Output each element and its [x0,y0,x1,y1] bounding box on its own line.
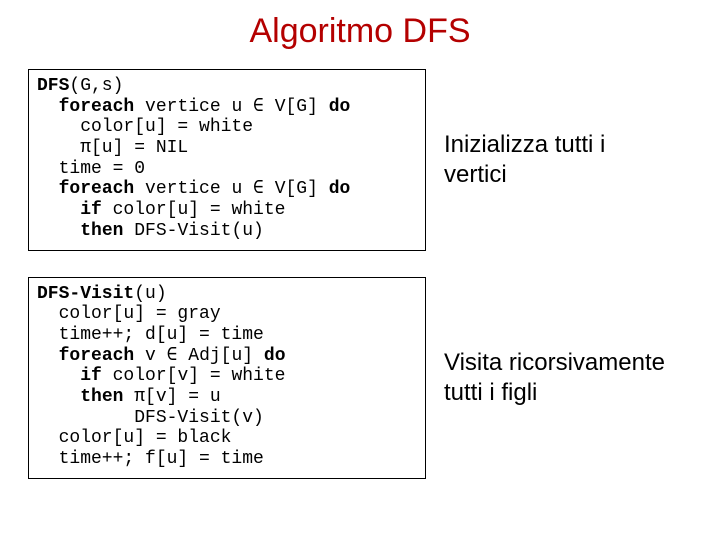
code-text: DFS-Visit(u) [123,221,263,241]
code-text: time = 0 [37,159,145,179]
code-text: time++; d[u] = time [37,325,264,345]
code-text [37,97,59,117]
code-box-dfs: DFS(G,s) foreach vertice u ∈ V[G] do col… [28,69,426,251]
code-text [37,387,80,407]
code-text: time++; f[u] = time [37,449,264,469]
code-head: DFS [37,76,69,96]
annotation-init: Inizializza tutti i vertici [426,69,666,251]
code-text [37,366,80,386]
code-keyword: do [264,346,286,366]
code-keyword: then [80,221,123,241]
code-box-dfs-visit: DFS-Visit(u) color[u] = gray time++; d[u… [28,277,426,479]
code-text [37,346,59,366]
code-text: color[u] = black [37,428,231,448]
code-text [37,200,80,220]
annotation-visit: Visita ricorsivamente tutti i figli [426,277,666,479]
code-text: π[u] = NIL [37,138,188,158]
code-keyword: foreach [59,179,135,199]
code-text [37,179,59,199]
code-text: vertice u ∈ V[G] [134,97,328,117]
slide: Algoritmo DFS DFS(G,s) foreach vertice u… [0,0,720,540]
code-text: v ∈ Adj[u] [134,346,264,366]
code-keyword: if [80,366,102,386]
code-text: vertice u ∈ V[G] [134,179,328,199]
code-text: (u) [134,284,166,304]
code-keyword: then [80,387,123,407]
code-text: color[u] = gray [37,304,221,324]
code-text: color[u] = white [37,117,253,137]
code-text: DFS-Visit(v) [37,408,264,428]
row-dfs: DFS(G,s) foreach vertice u ∈ V[G] do col… [28,69,692,251]
code-text: (G,s) [69,76,123,96]
code-keyword: if [80,200,102,220]
code-keyword: foreach [59,346,135,366]
code-text: color[v] = white [102,366,286,386]
code-keyword: do [329,179,351,199]
code-keyword: foreach [59,97,135,117]
code-text: color[u] = white [102,200,286,220]
code-head: DFS-Visit [37,284,134,304]
code-text [37,221,80,241]
code-text: π[v] = u [123,387,220,407]
page-title: Algoritmo DFS [28,12,692,51]
code-keyword: do [329,97,351,117]
row-dfs-visit: DFS-Visit(u) color[u] = gray time++; d[u… [28,277,692,479]
